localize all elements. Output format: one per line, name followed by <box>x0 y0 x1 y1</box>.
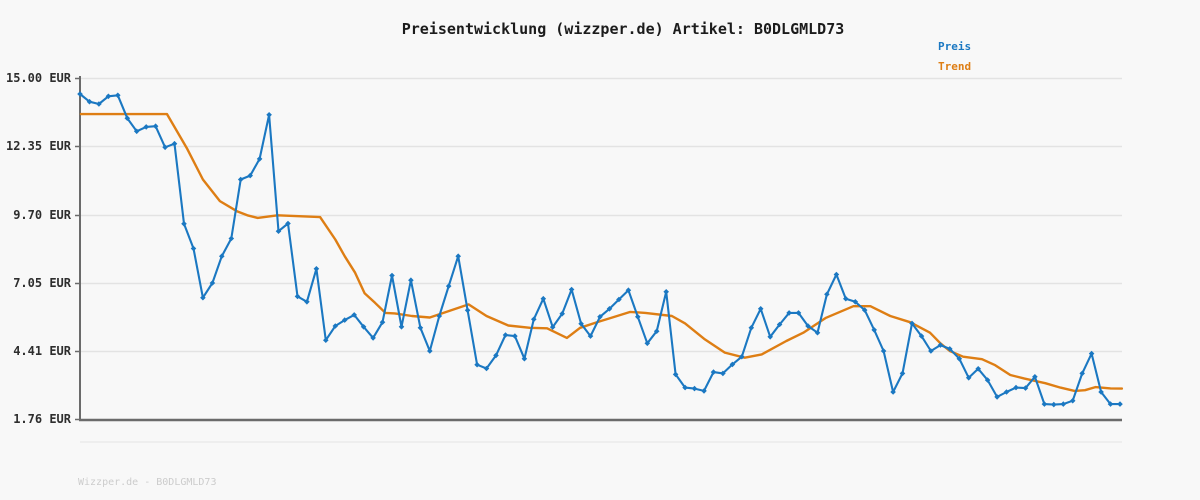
legend: Preis Trend <box>938 40 971 74</box>
y-tick-label: 12.35 EUR <box>5 138 71 153</box>
trend-line <box>79 112 1124 393</box>
y-tick-label: 9.70 EUR <box>13 207 71 222</box>
chart-title: Preisentwicklung (wizzper.de) Artikel: B… <box>401 20 845 38</box>
y-tick-label: 15.00 EUR <box>5 70 71 85</box>
y-tick-label: 7.05 EUR <box>13 275 71 290</box>
watermark: Wizzper.de - B0DLGMLD73 <box>78 477 217 488</box>
y-tick-label: 1.76 EUR <box>13 411 71 426</box>
legend-item-preis: Preis <box>938 40 972 53</box>
legend-item-trend: Trend <box>938 60 972 73</box>
y-tick-label: 4.41 EUR <box>13 343 71 358</box>
price-markers <box>77 91 1123 408</box>
